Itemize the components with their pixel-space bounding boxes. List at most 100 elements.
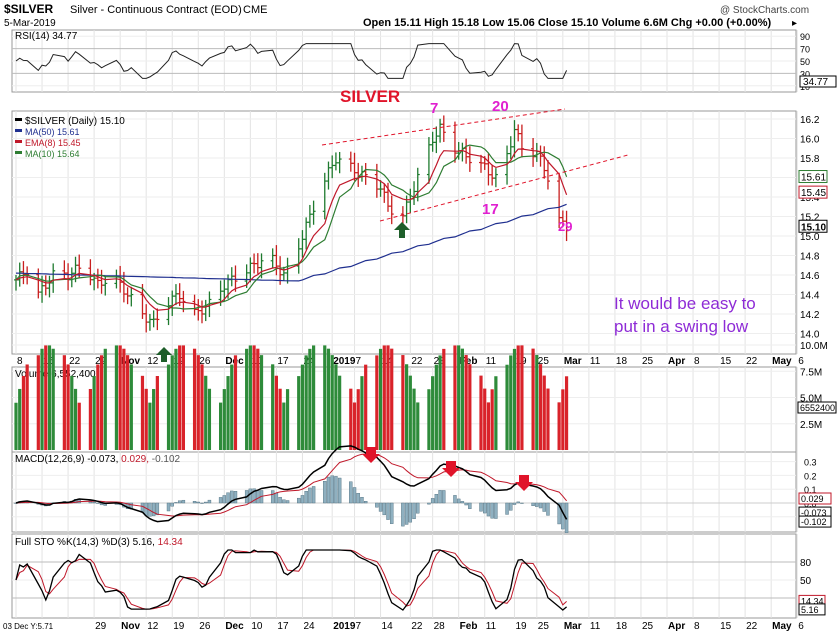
date-tick-label: Mar (564, 356, 582, 367)
volume-bar (226, 376, 230, 450)
volume-bar (390, 348, 394, 450)
green-up-arrow-icon-jan (394, 222, 410, 238)
macd-hist-bar (330, 475, 334, 504)
price-bar (490, 164, 495, 186)
volume-bar (490, 389, 494, 450)
macd-signal-line (15, 453, 567, 517)
macd-hist-bar (207, 499, 212, 504)
volume-bar (431, 376, 435, 450)
macd-hist-bar (274, 493, 279, 504)
footer-tick-label: 11 (486, 621, 497, 632)
volume-bar (51, 348, 55, 450)
volume-bar (483, 388, 487, 450)
price-bar (389, 195, 394, 225)
volume-bar (70, 375, 74, 450)
price-bar (348, 151, 353, 172)
macd-hist-bar (363, 501, 368, 504)
footer-tick-label: 6 (798, 621, 804, 632)
macd-hist-bar (434, 494, 439, 504)
volume-bar (285, 389, 290, 450)
volume-bar (96, 364, 100, 450)
macd-hist-bar (416, 502, 420, 514)
price-tick-label: 14.0 (800, 330, 820, 341)
macd-hist-bar (278, 496, 282, 504)
volume-bar (479, 375, 483, 450)
volume-bar (338, 375, 342, 450)
macd-hist-bar (181, 499, 186, 504)
macd-hist-bar (483, 502, 487, 514)
macd-hist-bar (430, 498, 435, 504)
volume-badge (797, 401, 837, 414)
ohlc-arrow-icon: ▸ (792, 18, 797, 29)
volume-bar (174, 348, 178, 450)
price-bar (248, 257, 253, 283)
watermark: @ StockCharts.com (720, 5, 809, 16)
green-up-arrow-icon-nov (156, 347, 172, 362)
price-bar (129, 286, 134, 307)
price-tick-label: 16.0 (800, 135, 820, 146)
macd-hist-bar (531, 502, 535, 507)
macd-hist-bar (453, 495, 457, 504)
price-bar (516, 124, 521, 142)
footer-tick-label: 18 (616, 621, 628, 632)
price-bar (281, 266, 286, 281)
annotation-7: 7 (430, 100, 438, 117)
macd-hist-bar (248, 488, 253, 504)
volume-bar (245, 348, 249, 450)
price-bar (467, 146, 472, 172)
annotation-29: 29 (558, 219, 572, 234)
price-bar (200, 300, 204, 324)
price-bar (374, 163, 379, 198)
volume-bar (114, 345, 119, 450)
macd-hist-bar (233, 490, 238, 504)
sto-k-line (15, 549, 568, 611)
volume-bar (531, 348, 535, 450)
macd-hist-bar (285, 500, 290, 504)
price-bar (43, 275, 48, 296)
volume-bar (542, 375, 546, 450)
volume-bar (36, 355, 40, 450)
macd-hist-bar (282, 499, 286, 504)
red-down-arrow-icon (515, 475, 533, 491)
annotation-20: 20 (492, 98, 509, 115)
date-tick-label: 12 (147, 356, 159, 367)
rsi-tick-label: 90 (800, 32, 810, 42)
legend-entry: EMA(8) 15.45 (25, 138, 81, 148)
chart-exchange: CME (243, 4, 267, 16)
price-badge-text: 15.10 (801, 222, 826, 233)
footer-tick-label: May (772, 621, 792, 632)
date-tick-label: 15 (720, 356, 732, 367)
macd-label: MACD(12,26,9) -0.073, 0.029, -0.102 (15, 454, 181, 465)
volume-bar (44, 345, 48, 450)
volume-bar (349, 388, 353, 450)
volume-bar (516, 345, 520, 450)
volume-bar (412, 388, 416, 450)
annotation-silver: SILVER (340, 87, 400, 106)
volume-bar (103, 348, 107, 450)
price-bar (386, 182, 390, 212)
volume-bar (282, 402, 286, 450)
volume-bar (73, 388, 78, 450)
volume-bar (219, 402, 223, 450)
price-bar (151, 310, 156, 328)
volume-bar (408, 375, 412, 450)
sto-panel (11, 533, 797, 619)
volume-bar (278, 388, 282, 450)
macd-hist-bar (323, 481, 327, 504)
date-axis: 8152229Nov121926Dec10172420197142228Feb1… (17, 356, 804, 367)
macd-hist-bar (490, 502, 494, 519)
macd-hist-bar (375, 502, 379, 508)
volume-bar (427, 389, 431, 450)
price-bar (222, 279, 227, 301)
price-tick-label: 14.8 (800, 252, 820, 263)
volume-bar (356, 389, 360, 450)
footer-tick-label: 12 (147, 621, 159, 632)
volume-bar (538, 364, 543, 450)
price-bar (173, 284, 178, 306)
volume-bar (300, 364, 305, 450)
chart-description: Silver - Continuous Contract (EOD) (70, 4, 242, 16)
footer-tick-label: 17 (277, 621, 289, 632)
price-bar (505, 145, 510, 185)
sto-badge-text: 14.34 (801, 596, 824, 606)
